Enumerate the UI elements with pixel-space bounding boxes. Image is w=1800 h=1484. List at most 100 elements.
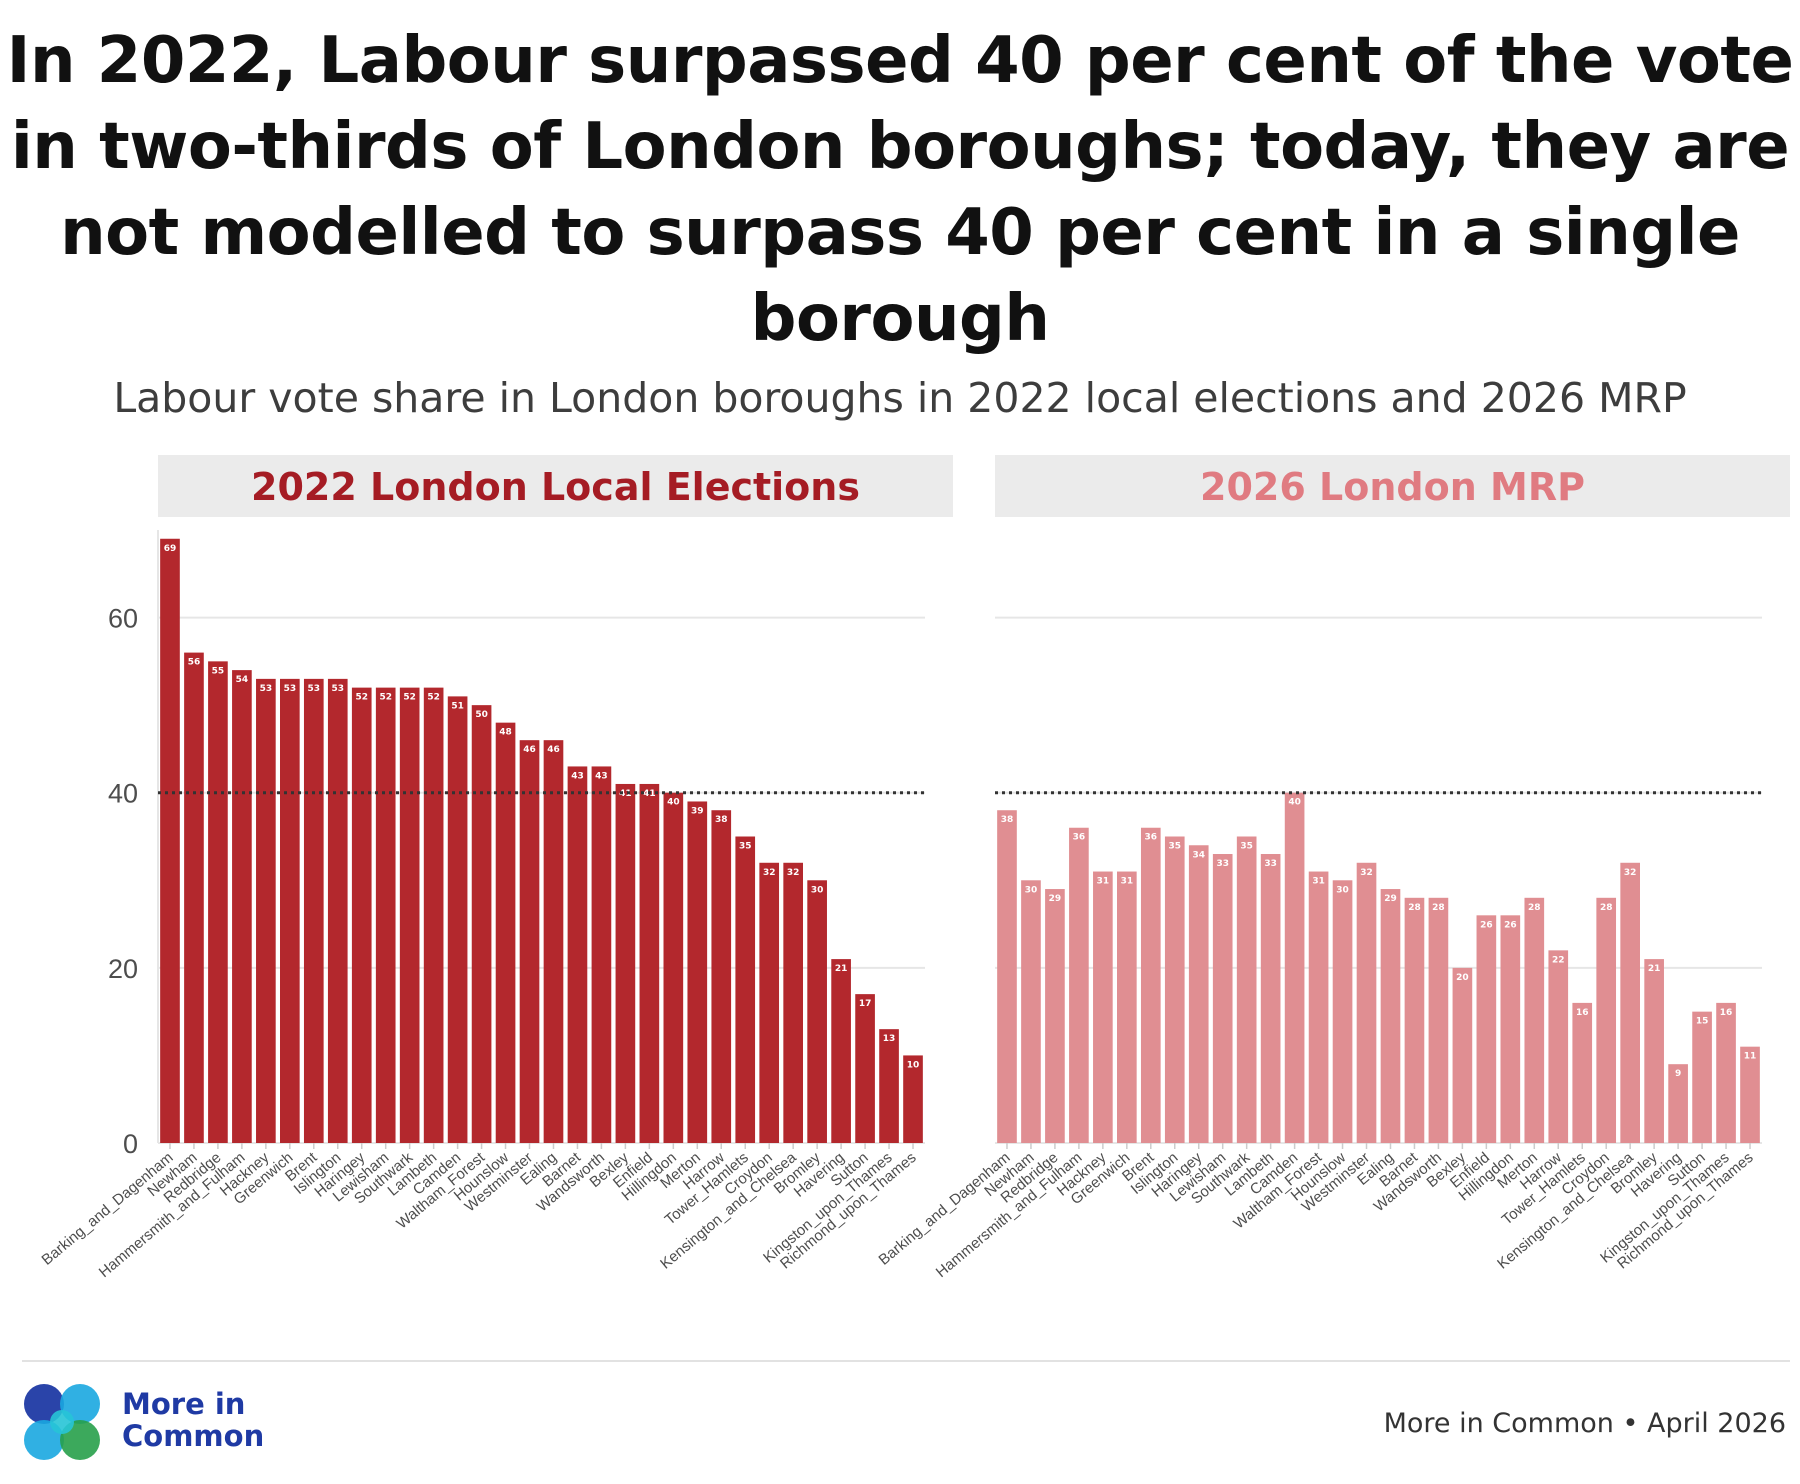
bar bbox=[1476, 915, 1497, 1143]
data-label: 52 bbox=[355, 693, 368, 703]
bar bbox=[1356, 862, 1377, 1143]
data-label: 33 bbox=[1264, 859, 1277, 869]
data-label: 54 bbox=[236, 675, 249, 685]
bar bbox=[1212, 854, 1233, 1143]
data-label: 10 bbox=[907, 1060, 920, 1070]
y-tick-label: 0 bbox=[123, 1129, 138, 1159]
data-label: 31 bbox=[1312, 877, 1325, 887]
brand-logo-icon bbox=[24, 1384, 100, 1460]
bar bbox=[903, 1055, 923, 1143]
bar bbox=[1668, 1064, 1688, 1143]
facet-strip bbox=[158, 455, 953, 517]
bar bbox=[232, 670, 252, 1143]
bar bbox=[280, 678, 300, 1143]
bar bbox=[351, 687, 372, 1143]
chart-panel-2: 2026 London MRP38Barking_and_Dagenham30N… bbox=[876, 455, 1790, 1281]
source-note: More in Common • April 2026 bbox=[1383, 1408, 1786, 1439]
data-label: 11 bbox=[1744, 1052, 1757, 1062]
bar bbox=[831, 959, 851, 1143]
data-label: 15 bbox=[1696, 1017, 1709, 1027]
data-label: 30 bbox=[1336, 885, 1349, 895]
bar bbox=[1260, 854, 1281, 1143]
data-label: 28 bbox=[1600, 903, 1613, 913]
data-label: 53 bbox=[260, 684, 273, 694]
bar bbox=[1572, 1002, 1593, 1143]
bar bbox=[543, 740, 564, 1143]
brand-line-2: Common bbox=[122, 1419, 265, 1453]
data-label: 26 bbox=[1480, 920, 1493, 930]
bar bbox=[1140, 827, 1161, 1143]
facet-title: 2026 London MRP bbox=[1200, 465, 1585, 509]
bar bbox=[735, 836, 756, 1143]
bar bbox=[1500, 915, 1521, 1143]
bar bbox=[1164, 836, 1185, 1143]
data-label: 39 bbox=[691, 806, 704, 816]
data-label: 50 bbox=[475, 710, 488, 720]
data-label: 32 bbox=[1360, 868, 1373, 878]
data-label: 21 bbox=[835, 964, 848, 974]
data-label: 32 bbox=[1624, 868, 1637, 878]
bar bbox=[208, 661, 228, 1143]
data-label: 52 bbox=[379, 693, 392, 703]
bar bbox=[1117, 871, 1137, 1143]
data-label: 40 bbox=[1288, 798, 1301, 808]
data-label: 56 bbox=[188, 658, 201, 668]
bar bbox=[1045, 889, 1065, 1143]
data-label: 36 bbox=[1145, 833, 1158, 843]
data-label: 9 bbox=[1675, 1069, 1681, 1079]
data-label: 32 bbox=[763, 868, 776, 878]
bar bbox=[1188, 845, 1209, 1143]
data-label: 20 bbox=[1456, 973, 1469, 983]
data-label: 40 bbox=[667, 798, 680, 808]
bar bbox=[519, 740, 540, 1143]
data-label: 55 bbox=[212, 666, 225, 676]
data-label: 32 bbox=[787, 868, 800, 878]
data-label: 28 bbox=[1408, 903, 1421, 913]
bar bbox=[711, 810, 732, 1143]
y-tick-label: 40 bbox=[108, 779, 138, 809]
bar bbox=[639, 783, 660, 1143]
bar bbox=[1740, 1046, 1760, 1143]
facet-strip bbox=[995, 455, 1790, 517]
bar bbox=[303, 678, 324, 1143]
brand-wordmark: More in Common bbox=[122, 1388, 264, 1452]
facet-title: 2022 London Local Elections bbox=[251, 465, 860, 509]
data-label: 53 bbox=[284, 684, 297, 694]
bar bbox=[1452, 967, 1473, 1143]
data-label: 17 bbox=[859, 999, 872, 1009]
bar bbox=[423, 687, 444, 1143]
bar bbox=[1716, 1002, 1736, 1143]
data-label: 38 bbox=[1001, 815, 1014, 825]
data-label: 38 bbox=[715, 815, 728, 825]
bar bbox=[1236, 836, 1257, 1143]
data-label: 53 bbox=[332, 684, 345, 694]
data-label: 35 bbox=[1169, 842, 1182, 852]
data-label: 53 bbox=[308, 684, 321, 694]
data-label: 29 bbox=[1384, 894, 1397, 904]
bar bbox=[375, 687, 396, 1143]
bar bbox=[783, 862, 803, 1143]
bar bbox=[1093, 871, 1113, 1143]
y-tick-label: 60 bbox=[108, 604, 138, 634]
bar bbox=[997, 810, 1017, 1143]
bar bbox=[1308, 871, 1329, 1143]
data-label: 36 bbox=[1073, 833, 1086, 843]
data-label: 30 bbox=[811, 885, 824, 895]
bar bbox=[399, 687, 420, 1143]
bar bbox=[879, 1029, 899, 1143]
bar bbox=[1524, 897, 1545, 1143]
data-label: 26 bbox=[1504, 920, 1517, 930]
bar bbox=[160, 538, 180, 1143]
bar bbox=[855, 994, 875, 1143]
data-label: 41 bbox=[619, 789, 632, 799]
bar bbox=[327, 678, 348, 1143]
brand-line-1: More in bbox=[122, 1387, 246, 1421]
footer-divider bbox=[22, 1360, 1790, 1362]
data-label: 16 bbox=[1576, 1008, 1589, 1018]
bar bbox=[1620, 862, 1640, 1143]
bar bbox=[1428, 897, 1449, 1143]
data-label: 69 bbox=[164, 544, 177, 554]
data-label: 21 bbox=[1648, 964, 1661, 974]
bar bbox=[1284, 792, 1305, 1143]
